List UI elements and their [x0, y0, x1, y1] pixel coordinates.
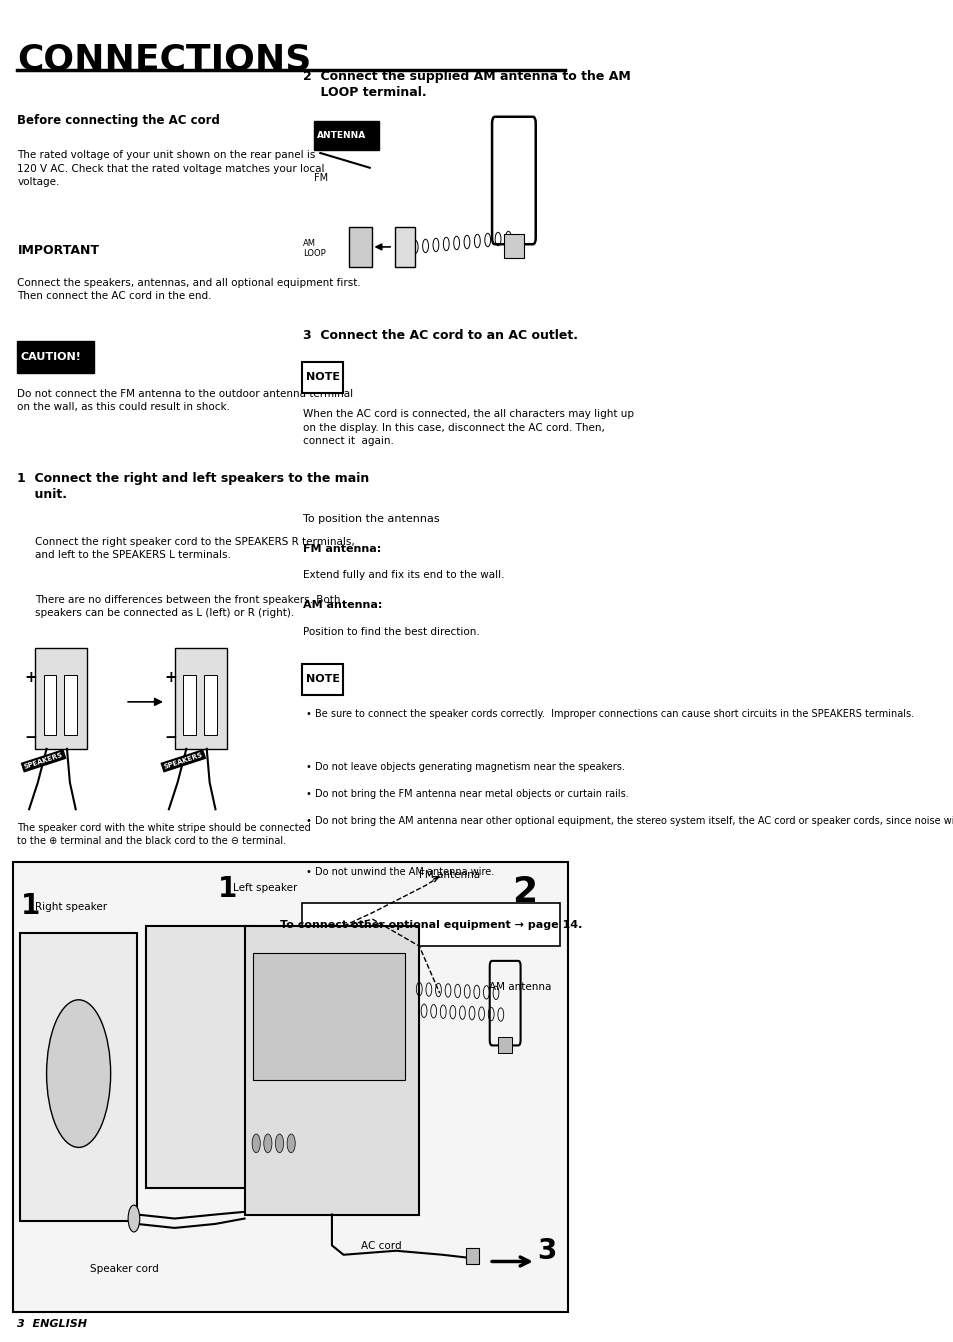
Text: NOTE: NOTE: [305, 674, 339, 684]
Text: SPEAKERS: SPEAKERS: [163, 752, 203, 770]
Text: To connect other optional equipment → page 14.: To connect other optional equipment → pa…: [279, 919, 581, 930]
Text: 1: 1: [218, 875, 237, 903]
Text: NOTE: NOTE: [305, 372, 339, 382]
Bar: [20, 933, 136, 1221]
FancyBboxPatch shape: [17, 341, 93, 373]
Bar: [253, 953, 404, 1080]
Text: FM antenna:: FM antenna:: [302, 544, 380, 553]
Text: • Do not unwind the AM antenna wire.: • Do not unwind the AM antenna wire.: [305, 867, 494, 876]
Text: Extend fully and fix its end to the wall.: Extend fully and fix its end to the wall…: [302, 570, 504, 580]
Text: 1: 1: [20, 892, 40, 921]
Text: To position the antennas: To position the antennas: [302, 514, 439, 523]
Text: 2  Connect the supplied AM antenna to the AM
    LOOP terminal.: 2 Connect the supplied AM antenna to the…: [302, 70, 630, 99]
Bar: [314, 121, 378, 150]
Circle shape: [264, 1134, 272, 1153]
Text: When the AC cord is connected, the all characters may light up
on the display. I: When the AC cord is connected, the all c…: [302, 409, 633, 446]
Text: Before connecting the AC cord: Before connecting the AC cord: [17, 114, 220, 127]
Text: 1  Connect the right and left speakers to the main
    unit.: 1 Connect the right and left speakers to…: [17, 472, 370, 502]
Bar: [244, 926, 418, 1215]
Text: AC cord: AC cord: [360, 1241, 401, 1251]
Text: Speaker cord: Speaker cord: [91, 1264, 159, 1274]
Text: Left speaker: Left speaker: [233, 883, 297, 892]
FancyBboxPatch shape: [301, 903, 559, 946]
Text: FM antenna: FM antenna: [418, 870, 480, 879]
Text: AM antenna: AM antenna: [489, 982, 551, 992]
Circle shape: [252, 1134, 260, 1153]
Text: FM: FM: [314, 173, 328, 183]
Bar: [35, 648, 88, 749]
Text: Right speaker: Right speaker: [35, 902, 107, 911]
Text: −: −: [164, 730, 176, 745]
Bar: [12, 862, 568, 1312]
Bar: [204, 675, 216, 735]
FancyBboxPatch shape: [302, 362, 343, 393]
Text: 3: 3: [537, 1237, 556, 1264]
Circle shape: [128, 1205, 139, 1232]
Text: Do not connect the FM antenna to the outdoor antenna terminal
on the wall, as th: Do not connect the FM antenna to the out…: [17, 389, 354, 412]
Text: Connect the right speaker cord to the SPEAKERS R terminals,
and left to the SPEA: Connect the right speaker cord to the SP…: [35, 537, 355, 560]
Text: Connect the speakers, antennas, and all optional equipment first.
Then connect t: Connect the speakers, antennas, and all …: [17, 278, 361, 301]
FancyBboxPatch shape: [302, 664, 343, 695]
Bar: [497, 1037, 512, 1053]
Text: • Do not leave objects generating magnetism near the speakers.: • Do not leave objects generating magnet…: [305, 762, 624, 772]
Bar: [395, 227, 415, 267]
Text: The speaker cord with the white stripe should be connected
to the ⊕ terminal and: The speaker cord with the white stripe s…: [17, 823, 311, 845]
Text: There are no differences between the front speakers. Both
speakers can be connec: There are no differences between the fro…: [35, 595, 340, 617]
Bar: [349, 227, 371, 267]
Text: • Be sure to connect the speaker cords correctly.  Improper connections can caus: • Be sure to connect the speaker cords c…: [305, 709, 913, 718]
Circle shape: [47, 1000, 111, 1147]
Text: +: +: [164, 670, 176, 684]
Bar: [146, 926, 253, 1188]
Text: • Do not bring the FM antenna near metal objects or curtain rails.: • Do not bring the FM antenna near metal…: [305, 789, 628, 798]
Text: Position to find the best direction.: Position to find the best direction.: [302, 627, 479, 636]
Text: 2: 2: [512, 875, 537, 909]
Text: The rated voltage of your unit shown on the rear panel is
120 V AC. Check that t: The rated voltage of your unit shown on …: [17, 150, 325, 187]
Text: CONNECTIONS: CONNECTIONS: [17, 43, 312, 76]
Bar: [174, 648, 227, 749]
Bar: [44, 675, 56, 735]
Text: 3  ENGLISH: 3 ENGLISH: [17, 1319, 88, 1329]
Text: AM antenna:: AM antenna:: [302, 600, 382, 609]
Circle shape: [287, 1134, 294, 1153]
Text: AM
LOOP: AM LOOP: [302, 239, 325, 258]
Text: SPEAKERS: SPEAKERS: [23, 752, 64, 770]
Text: 3  Connect the AC cord to an AC outlet.: 3 Connect the AC cord to an AC outlet.: [302, 329, 578, 342]
Text: CAUTION!: CAUTION!: [20, 352, 81, 362]
Bar: [64, 675, 77, 735]
Bar: [503, 234, 523, 258]
Text: IMPORTANT: IMPORTANT: [17, 244, 99, 258]
Text: −: −: [25, 730, 37, 745]
Circle shape: [275, 1134, 283, 1153]
Bar: [183, 675, 196, 735]
Text: ANTENNA: ANTENNA: [316, 132, 366, 140]
Text: • Do not bring the AM antenna near other optional equipment, the stereo system i: • Do not bring the AM antenna near other…: [305, 816, 953, 825]
Text: +: +: [25, 670, 37, 684]
Bar: [465, 1248, 478, 1264]
